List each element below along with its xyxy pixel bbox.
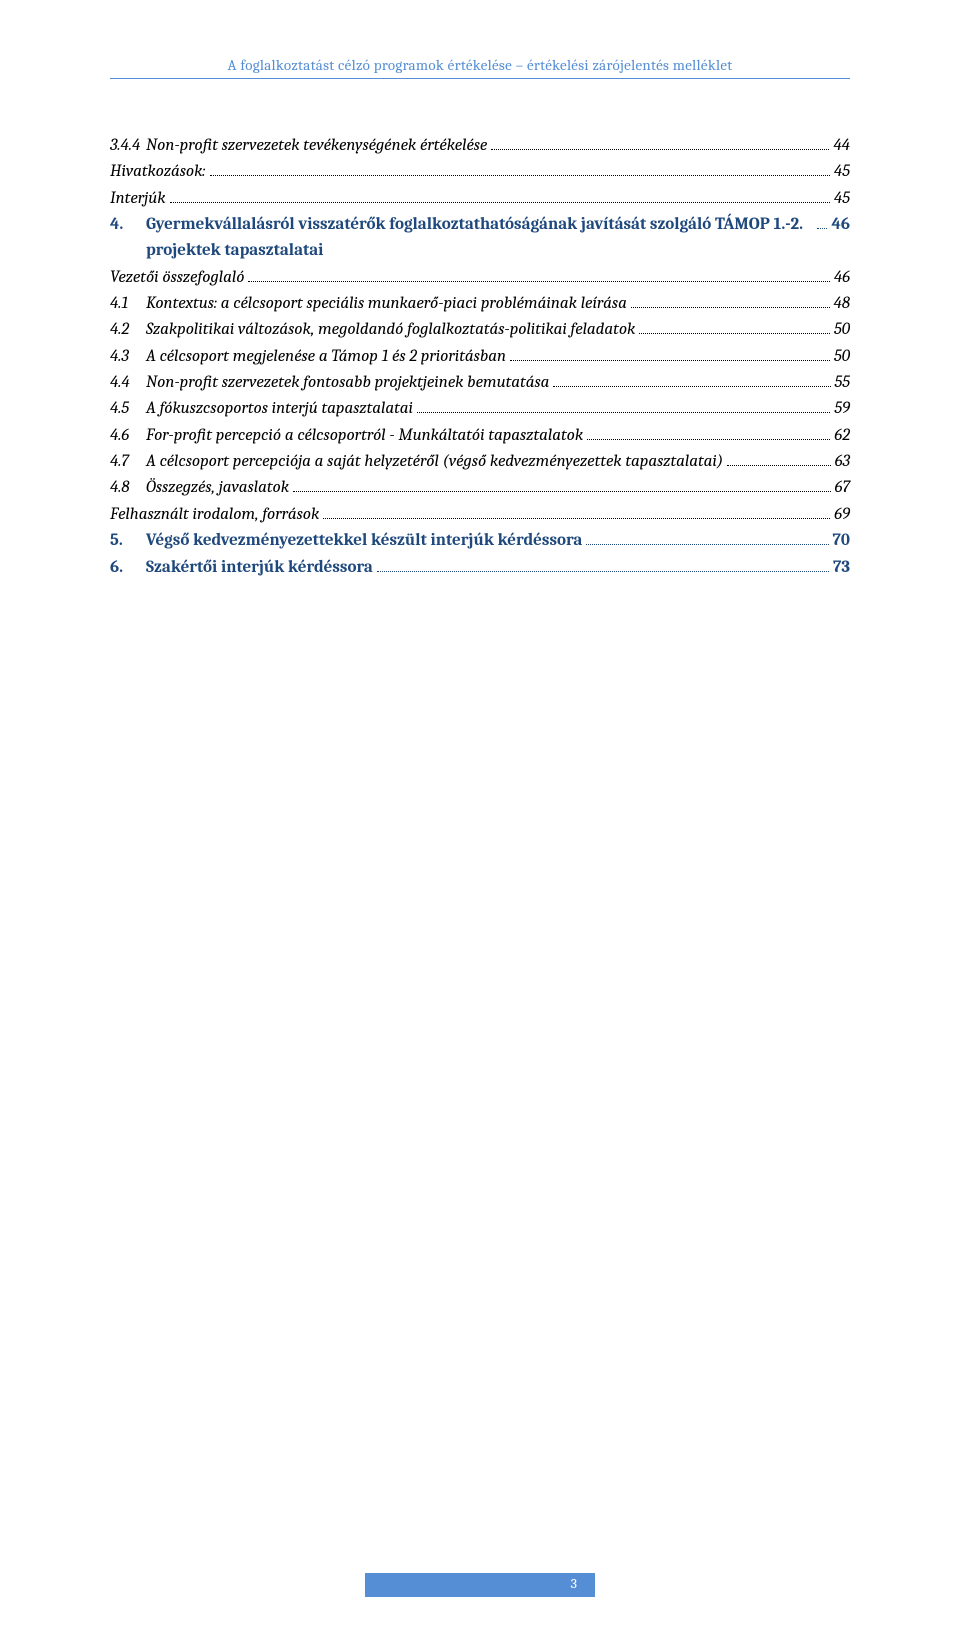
header-text: A foglalkoztatást célzó programok értéke… [228, 56, 733, 74]
toc-leader-dots [587, 424, 830, 439]
toc-leader-dots [817, 214, 827, 229]
toc-entry: 4.4Non-profit szervezetek fontosabb proj… [110, 370, 850, 396]
toc-entry: 3.4.4Non-profit szervezetek tevékenységé… [110, 133, 850, 159]
toc-entry-title: Szakpolitikai változások, megoldandó fog… [146, 317, 635, 343]
toc-leader-dots [377, 556, 829, 571]
toc-leader-dots [491, 135, 829, 150]
toc-entry-number: 4.5 [110, 396, 146, 422]
toc-entry: 4.3A célcsoport megjelenése a Támop 1 és… [110, 344, 850, 370]
toc-entry-number: 4.6 [110, 423, 146, 449]
toc-entry-number: 4.2 [110, 317, 146, 343]
toc-entry-title: A fókuszcsoportos interjú tapasztalatai [146, 396, 413, 422]
toc-entry-page: 46 [834, 265, 850, 291]
toc-entry-page: 50 [834, 344, 850, 370]
toc-leader-dots [293, 477, 831, 492]
toc-entry: 4.6For-profit percepció a célcsoportról … [110, 423, 850, 449]
toc-leader-dots [639, 319, 830, 334]
toc-entry-number: 5. [110, 528, 146, 554]
toc-entry-number: 4.8 [110, 475, 146, 501]
toc-leader-dots [727, 451, 831, 466]
toc-entry-title: Felhasznált irodalom, források [110, 502, 319, 528]
toc-entry-page: 69 [834, 502, 850, 528]
toc-entry: Hivatkozások: 45 [110, 159, 850, 185]
page-footer: 3 [0, 1573, 960, 1597]
toc-entry-title: Non-profit szervezetek tevékenységének é… [146, 133, 487, 159]
toc-entry-number: 4. [110, 212, 146, 238]
toc-entry-page: 73 [833, 555, 850, 581]
page-header: A foglalkoztatást célzó programok értéke… [110, 56, 850, 79]
toc-entry-number: 4.4 [110, 370, 146, 396]
toc-entry-title: Non-profit szervezetek fontosabb projekt… [146, 370, 549, 396]
toc-entry-title: Hivatkozások: [110, 159, 206, 185]
toc-leader-dots [210, 161, 830, 176]
toc-entry: Interjúk 45 [110, 186, 850, 212]
toc-entry: 6.Szakértői interjúk kérdéssora 73 [110, 555, 850, 581]
toc-entry-title: Szakértői interjúk kérdéssora [146, 555, 373, 581]
toc-entry-title: Végső kedvezményezettekkel készült inter… [146, 528, 582, 554]
toc-entry-number: 4.7 [110, 449, 146, 475]
toc-entry: 4.2Szakpolitikai változások, megoldandó … [110, 317, 850, 343]
toc-entry-title: Vezetői összefoglaló [110, 265, 244, 291]
toc-entry-title: Kontextus: a célcsoport speciális munkae… [146, 291, 627, 317]
toc-entry-number: 3.4.4 [110, 133, 146, 159]
toc-entry: 4.1Kontextus: a célcsoport speciális mun… [110, 291, 850, 317]
toc-entry-number: 4.3 [110, 344, 146, 370]
toc-leader-dots [510, 345, 830, 360]
footer-box: 3 [365, 1573, 595, 1597]
toc-entry-page: 63 [835, 449, 850, 475]
toc-entry-title: Gyermekvállalásról visszatérők foglalkoz… [146, 212, 813, 265]
document-page: A foglalkoztatást célzó programok értéke… [0, 0, 960, 1637]
toc-entry: Vezetői összefoglaló 46 [110, 265, 850, 291]
toc-entry-title: Interjúk [110, 186, 166, 212]
toc-entry-number: 4.1 [110, 291, 146, 317]
toc-entry-page: 55 [835, 370, 850, 396]
toc-entry-page: 45 [834, 159, 850, 185]
toc-entry-page: 70 [833, 528, 850, 554]
toc-entry: 4.Gyermekvállalásról visszatérők foglalk… [110, 212, 850, 265]
toc-leader-dots [323, 504, 830, 519]
footer-page-number: 3 [571, 1575, 577, 1592]
table-of-contents: 3.4.4Non-profit szervezetek tevékenységé… [110, 133, 850, 581]
toc-entry-page: 50 [834, 317, 850, 343]
toc-entry-title: A célcsoport percepciója a saját helyzet… [146, 449, 723, 475]
toc-entry: 4.5A fókuszcsoportos interjú tapasztalat… [110, 396, 850, 422]
toc-entry-page: 45 [834, 186, 850, 212]
toc-entry: 5.Végső kedvezményezettekkel készült int… [110, 528, 850, 554]
toc-leader-dots [631, 293, 830, 308]
toc-leader-dots [248, 266, 829, 281]
toc-entry-page: 48 [834, 291, 850, 317]
toc-leader-dots [553, 372, 830, 387]
toc-entry: 4.8Összegzés, javaslatok 67 [110, 475, 850, 501]
toc-entry: Felhasznált irodalom, források 69 [110, 502, 850, 528]
toc-entry-page: 44 [833, 133, 850, 159]
toc-entry-number: 6. [110, 555, 146, 581]
toc-entry-page: 67 [835, 475, 850, 501]
toc-entry-title: For-profit percepció a célcsoportról - M… [146, 423, 583, 449]
toc-leader-dots [417, 398, 830, 413]
toc-entry-page: 46 [831, 212, 850, 238]
toc-entry: 4.7A célcsoport percepciója a saját hely… [110, 449, 850, 475]
toc-leader-dots [586, 530, 828, 545]
toc-entry-page: 62 [834, 423, 850, 449]
toc-entry-title: Összegzés, javaslatok [146, 475, 289, 501]
toc-leader-dots [170, 187, 830, 202]
toc-entry-title: A célcsoport megjelenése a Támop 1 és 2 … [146, 344, 506, 370]
toc-entry-page: 59 [834, 396, 850, 422]
